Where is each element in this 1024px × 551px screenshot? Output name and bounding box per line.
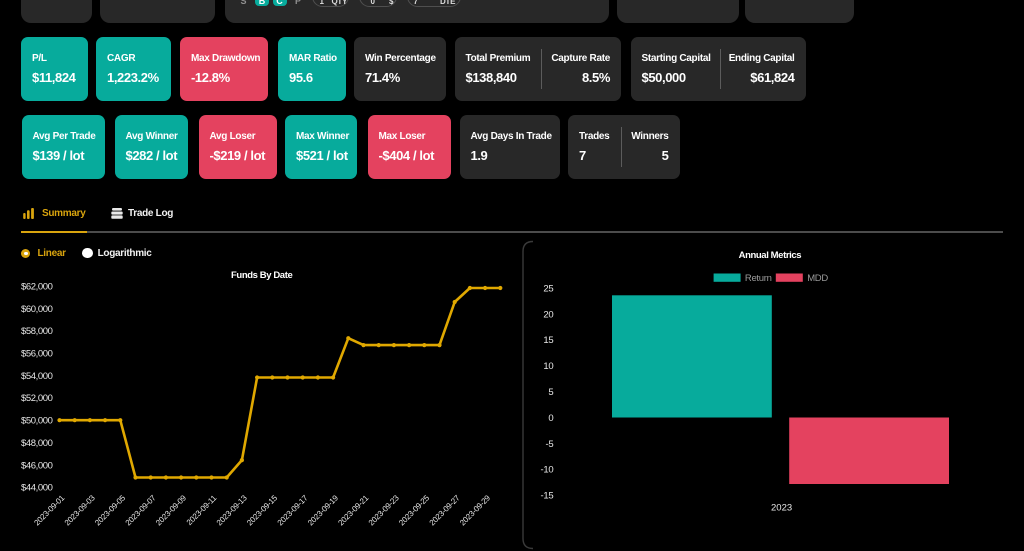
svg-text:2023: 2023 — [771, 502, 792, 513]
svg-text:$48,000: $48,000 — [21, 438, 53, 449]
svg-text:$58,000: $58,000 — [21, 326, 53, 337]
svg-text:-10: -10 — [541, 465, 554, 476]
svg-text:$50,000: $50,000 — [21, 416, 53, 427]
svg-text:15: 15 — [543, 335, 553, 346]
svg-text:$60,000: $60,000 — [21, 304, 53, 315]
svg-text:Funds By Date: Funds By Date — [231, 270, 292, 281]
svg-text:$46,000: $46,000 — [21, 460, 53, 471]
svg-text:5: 5 — [548, 387, 553, 398]
svg-text:$62,000: $62,000 — [21, 281, 53, 292]
svg-text:$56,000: $56,000 — [21, 349, 53, 360]
svg-text:-5: -5 — [546, 439, 554, 450]
svg-text:20: 20 — [543, 309, 553, 320]
svg-text:10: 10 — [543, 361, 553, 372]
svg-text:-15: -15 — [541, 491, 554, 502]
svg-text:$52,000: $52,000 — [21, 393, 53, 404]
svg-text:MDD: MDD — [807, 273, 828, 284]
svg-text:0: 0 — [548, 413, 553, 424]
svg-text:Annual Metrics: Annual Metrics — [739, 250, 802, 261]
svg-text:Return: Return — [745, 273, 772, 284]
svg-text:$44,000: $44,000 — [21, 483, 53, 494]
svg-text:$54,000: $54,000 — [21, 371, 53, 382]
svg-text:25: 25 — [543, 283, 553, 294]
